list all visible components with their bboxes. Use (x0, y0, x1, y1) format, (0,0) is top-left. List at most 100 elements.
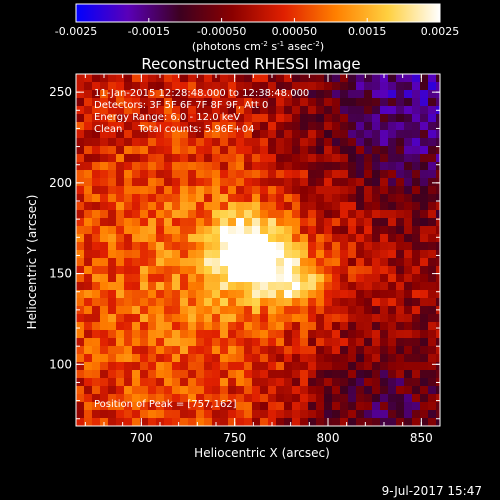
heatmap-cell (404, 178, 413, 187)
heatmap-cell (260, 378, 269, 387)
heatmap-cell (404, 322, 413, 331)
heatmap-cell (164, 106, 173, 115)
heatmap-cell (340, 186, 349, 195)
heatmap-cell (212, 186, 221, 195)
heatmap-cell (100, 378, 109, 387)
heatmap-cell (244, 290, 253, 299)
heatmap-cell (228, 378, 237, 387)
heatmap-cell (388, 330, 397, 339)
heatmap-cell (388, 138, 397, 147)
heatmap-cell (348, 242, 357, 251)
heatmap-cell (188, 258, 197, 267)
heatmap-cell (412, 306, 421, 315)
heatmap-cell (204, 354, 213, 363)
heatmap-cell (260, 138, 269, 147)
heatmap-cell (156, 202, 165, 211)
heatmap-cell (172, 370, 181, 379)
heatmap-cell (228, 162, 237, 171)
heatmap-cell (196, 218, 205, 227)
heatmap-cell (132, 274, 141, 283)
heatmap-cell (228, 82, 237, 91)
heatmap-cell (116, 314, 125, 323)
heatmap-cell (348, 298, 357, 307)
heatmap-cell (148, 378, 157, 387)
heatmap-cell (268, 378, 277, 387)
heatmap-cell (132, 138, 141, 147)
heatmap-cell (292, 338, 301, 347)
heatmap-cell (252, 106, 261, 115)
heatmap-cell (116, 330, 125, 339)
heatmap-cell (76, 370, 85, 379)
heatmap-cell (364, 330, 373, 339)
heatmap-cell (148, 338, 157, 347)
heatmap-cell (380, 90, 389, 99)
heatmap-cell (340, 306, 349, 315)
heatmap-cell (148, 362, 157, 371)
heatmap-cell (220, 82, 229, 91)
heatmap-cell (348, 178, 357, 187)
heatmap-cell (364, 290, 373, 299)
heatmap-cell (172, 226, 181, 235)
heatmap-cell (260, 250, 269, 259)
heatmap-cell (244, 162, 253, 171)
heatmap-cell (244, 418, 253, 426)
heatmap-cell (244, 98, 253, 107)
heatmap-cell (156, 210, 165, 219)
heatmap-cell (228, 266, 237, 275)
heatmap-cell (412, 266, 421, 275)
heatmap-cell (220, 210, 229, 219)
heatmap-cell (204, 250, 213, 259)
heatmap-cell (84, 242, 93, 251)
heatmap-cell (164, 274, 173, 283)
heatmap-cell (268, 98, 277, 107)
heatmap-cell (316, 418, 325, 426)
heatmap-cell (324, 274, 333, 283)
heatmap-cell (188, 162, 197, 171)
heatmap-cell (268, 162, 277, 171)
heatmap-cell (332, 258, 341, 267)
heatmap-cell (244, 330, 253, 339)
heatmap-cell (100, 354, 109, 363)
heatmap-cell (204, 346, 213, 355)
heatmap-cell (76, 242, 85, 251)
heatmap-cell (412, 106, 421, 115)
heatmap-cell (380, 194, 389, 203)
heatmap-cell (244, 74, 253, 83)
heatmap-cell (148, 82, 157, 91)
heatmap-cell (268, 170, 277, 179)
heatmap-cell (348, 370, 357, 379)
heatmap-cell (164, 210, 173, 219)
heatmap-cell (156, 74, 165, 83)
heatmap-cell (380, 226, 389, 235)
heatmap-cell (148, 274, 157, 283)
heatmap-cell (284, 266, 293, 275)
heatmap-cell (436, 402, 440, 411)
heatmap-cell (340, 138, 349, 147)
heatmap-cell (372, 402, 381, 411)
heatmap-cell (340, 122, 349, 131)
heatmap-cell (316, 298, 325, 307)
heatmap-cell (380, 106, 389, 115)
heatmap-cell (212, 162, 221, 171)
heatmap-cell (436, 82, 440, 91)
heatmap-cell (356, 362, 365, 371)
heatmap-cell (260, 130, 269, 139)
heatmap-cell (196, 178, 205, 187)
heatmap-cell (92, 82, 101, 91)
heatmap-cell (308, 98, 317, 107)
heatmap-cell (76, 306, 85, 315)
heatmap-cell (196, 402, 205, 411)
heatmap-cell (388, 410, 397, 419)
heatmap-cell (236, 250, 245, 259)
heatmap-cell (300, 106, 309, 115)
heatmap-cell (428, 266, 437, 275)
heatmap-cell (356, 274, 365, 283)
heatmap-cell (100, 386, 109, 395)
heatmap-cell (380, 218, 389, 227)
heatmap-cell (84, 130, 93, 139)
heatmap-cell (140, 114, 149, 123)
heatmap-cell (84, 258, 93, 267)
heatmap-cell (340, 90, 349, 99)
heatmap-cell (332, 98, 341, 107)
